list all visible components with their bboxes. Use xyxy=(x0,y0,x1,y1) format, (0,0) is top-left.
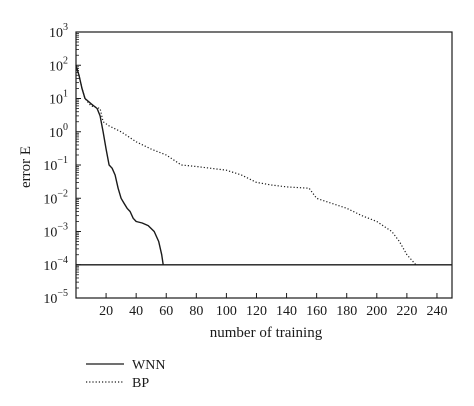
x-tick-label: 120 xyxy=(246,304,267,319)
x-axis-label: number of training xyxy=(210,325,323,341)
x-tick-label: 60 xyxy=(159,304,173,319)
series-layer xyxy=(75,65,452,266)
y-tick-label: 103 xyxy=(49,22,68,41)
y-tick-group: 103 102 101 100 10−1 10−2 10−3 10−4 10−5 xyxy=(43,22,81,307)
x-tick-label: 40 xyxy=(129,304,143,319)
y-tick-label: 10−2 xyxy=(43,188,68,207)
y-tick-label: 102 xyxy=(49,55,68,74)
series-line-wnn xyxy=(75,65,164,265)
x-tick-label: 220 xyxy=(396,304,417,319)
x-tick-label: 100 xyxy=(216,304,237,319)
x-tick-label: 160 xyxy=(306,304,327,319)
y-tick-label: 100 xyxy=(49,122,68,141)
legend-wnn-label: WNN xyxy=(132,358,165,373)
x-tick-label: 140 xyxy=(276,304,297,319)
plot-area xyxy=(75,31,453,299)
legend: WNN BP xyxy=(86,358,165,391)
x-tick-label: 80 xyxy=(189,304,203,319)
legend-bp-label: BP xyxy=(132,376,149,391)
series-line-bp xyxy=(75,65,417,266)
x-tick-label: 180 xyxy=(336,304,357,319)
y-axis-label: error E xyxy=(18,146,34,188)
x-tick-group: 20 40 60 80 100 120 140 160 180 200 220 240 xyxy=(99,293,447,319)
y-tick-label: 10−4 xyxy=(43,255,68,274)
x-tick-label: 240 xyxy=(426,304,447,319)
x-tick-label: 20 xyxy=(99,304,113,319)
x-tick-label: 200 xyxy=(366,304,387,319)
y-tick-label: 10−5 xyxy=(43,288,68,307)
y-tick-label: 10−3 xyxy=(43,222,68,241)
y-tick-label: 101 xyxy=(49,89,68,108)
y-tick-label: 10−1 xyxy=(43,155,68,174)
plot-frame xyxy=(75,31,453,299)
